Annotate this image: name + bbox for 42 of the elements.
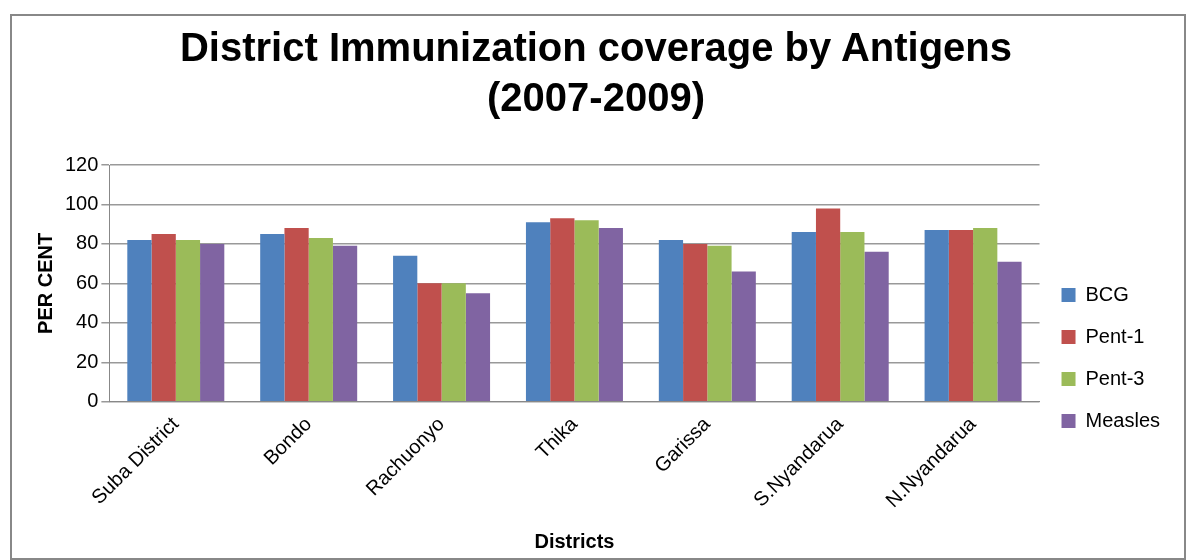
bar [332, 245, 358, 401]
y-tick-label: 120 [64, 152, 99, 175]
bar [151, 234, 176, 401]
bar [791, 232, 816, 401]
y-tick-label: 20 [76, 349, 99, 372]
bar [393, 255, 418, 401]
bar [525, 222, 551, 401]
y-tick-label: 100 [64, 191, 99, 214]
bar [731, 271, 756, 401]
y-tick-label: 40 [76, 310, 99, 333]
bar [550, 218, 575, 401]
bar [815, 208, 841, 401]
bar [175, 239, 201, 401]
x-axis-title: Districts [534, 529, 615, 552]
bar [441, 283, 466, 401]
bar [200, 243, 225, 401]
bar [574, 220, 599, 401]
bar [924, 230, 949, 401]
legend-label: BCG [1085, 282, 1129, 305]
bar [948, 230, 974, 401]
bar [260, 234, 285, 401]
bar [417, 283, 442, 401]
bar [997, 261, 1022, 401]
bar [308, 237, 333, 401]
legend-label: Measles [1085, 408, 1161, 431]
bar [658, 239, 684, 401]
y-tick-label: 0 [87, 389, 99, 412]
bar [127, 239, 152, 401]
bar [707, 245, 732, 401]
bar [284, 228, 309, 401]
bar [465, 293, 491, 401]
legend-label: Pent-1 [1085, 324, 1145, 347]
bar [973, 228, 998, 401]
y-tick-label: 80 [76, 231, 99, 254]
y-axis-title: PER CENT [33, 232, 56, 334]
chart-title: District Immunization coverage by Antigens (2007-2009) [179, 24, 1013, 121]
y-tick-label: 60 [76, 270, 99, 293]
bar [598, 228, 623, 401]
legend-label: Pent-3 [1085, 366, 1145, 389]
bar [683, 243, 708, 401]
bar [840, 232, 865, 401]
bar [864, 251, 889, 401]
